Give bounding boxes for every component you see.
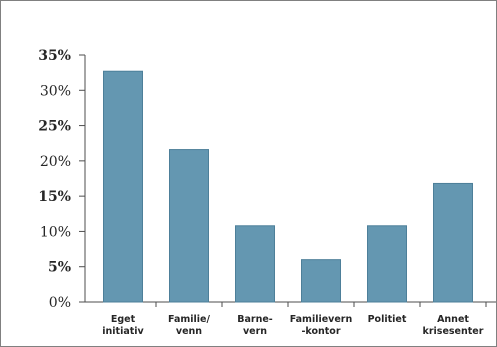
y-tick-label: 10% bbox=[40, 224, 71, 240]
x-category-label: vern bbox=[243, 326, 267, 337]
x-category-label: Familievern bbox=[290, 314, 353, 325]
y-tick-label: 20% bbox=[40, 154, 71, 170]
bars bbox=[103, 70, 473, 303]
y-tick-label: 35% bbox=[38, 48, 71, 64]
y-tick-label: 0% bbox=[49, 295, 71, 311]
y-tick-label: 30% bbox=[40, 83, 71, 99]
x-category-label: krisesenter bbox=[423, 326, 484, 337]
bar bbox=[301, 259, 341, 303]
y-tick-label: 15% bbox=[38, 189, 71, 205]
bar bbox=[169, 149, 209, 303]
x-category-label: Eget bbox=[111, 314, 136, 325]
x-category-label: venn bbox=[176, 326, 202, 337]
x-category-label: Barne- bbox=[237, 314, 273, 325]
bar bbox=[367, 225, 407, 303]
bar bbox=[433, 182, 473, 303]
bar bbox=[103, 70, 143, 303]
axes bbox=[84, 55, 496, 303]
bar bbox=[235, 225, 275, 303]
y-tick-label: 5% bbox=[48, 260, 71, 276]
x-category-label: initiativ bbox=[102, 326, 144, 337]
x-category-label: -kontor bbox=[301, 326, 340, 337]
x-category-label: Familie/ bbox=[168, 314, 210, 325]
y-axis-ticks: 0% 5% 10% 15% 20% 25% 30% 35% bbox=[38, 48, 85, 311]
x-category-label: Annet bbox=[437, 314, 469, 325]
y-tick-label: 25% bbox=[38, 119, 71, 135]
x-category-label: Politiet bbox=[368, 314, 407, 325]
